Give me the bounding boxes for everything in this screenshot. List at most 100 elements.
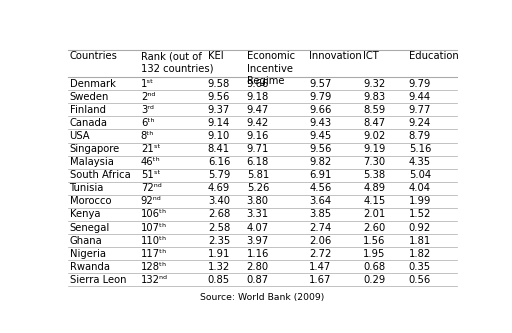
Text: 8.41: 8.41 — [208, 144, 230, 154]
Text: 9.79: 9.79 — [409, 79, 431, 89]
Text: 9.66: 9.66 — [309, 105, 332, 115]
Text: 51ˢᵗ: 51ˢᵗ — [141, 170, 160, 180]
Text: 5.79: 5.79 — [208, 170, 230, 180]
Text: 9.45: 9.45 — [309, 131, 332, 141]
Text: 9.14: 9.14 — [208, 118, 230, 128]
Text: 0.56: 0.56 — [409, 275, 431, 285]
Text: Senegal: Senegal — [70, 222, 110, 232]
Text: 5.38: 5.38 — [364, 170, 386, 180]
Text: Canada: Canada — [70, 118, 108, 128]
Text: 128ᵗʰ: 128ᵗʰ — [141, 262, 167, 272]
Text: 9.66: 9.66 — [247, 79, 269, 89]
Text: 2.68: 2.68 — [208, 209, 230, 219]
Text: 8.59: 8.59 — [364, 105, 386, 115]
Text: 1.81: 1.81 — [409, 236, 431, 246]
Text: 2ⁿᵈ: 2ⁿᵈ — [141, 92, 155, 102]
Text: Ghana: Ghana — [70, 236, 102, 246]
Text: Morocco: Morocco — [70, 196, 111, 206]
Text: 9.44: 9.44 — [409, 92, 431, 102]
Text: 6.18: 6.18 — [247, 157, 269, 167]
Text: 4.56: 4.56 — [309, 183, 332, 193]
Text: 1.56: 1.56 — [364, 236, 386, 246]
Text: 9.18: 9.18 — [247, 92, 269, 102]
Text: 2.58: 2.58 — [208, 222, 230, 232]
Text: 21ˢᵗ: 21ˢᵗ — [141, 144, 160, 154]
Text: 4.89: 4.89 — [364, 183, 386, 193]
Text: 132ⁿᵈ: 132ⁿᵈ — [141, 275, 168, 285]
Text: 9.43: 9.43 — [309, 118, 331, 128]
Text: 9.56: 9.56 — [309, 144, 332, 154]
Text: 5.81: 5.81 — [247, 170, 269, 180]
Text: 8.47: 8.47 — [364, 118, 386, 128]
Text: 0.85: 0.85 — [208, 275, 230, 285]
Text: 9.82: 9.82 — [309, 157, 332, 167]
Text: Source: World Bank (2009): Source: World Bank (2009) — [200, 293, 325, 302]
Text: Finland: Finland — [70, 105, 105, 115]
Text: Malaysia: Malaysia — [70, 157, 114, 167]
Text: 0.68: 0.68 — [364, 262, 386, 272]
Text: USA: USA — [70, 131, 90, 141]
Text: Economic
Incentive
Regime: Economic Incentive Regime — [247, 51, 295, 86]
Text: 3.80: 3.80 — [247, 196, 269, 206]
Text: 8ᵗʰ: 8ᵗʰ — [141, 131, 154, 141]
Text: 9.83: 9.83 — [364, 92, 386, 102]
Text: 1ˢᵗ: 1ˢᵗ — [141, 79, 154, 89]
Text: 3.85: 3.85 — [309, 209, 331, 219]
Text: 106ᵗʰ: 106ᵗʰ — [141, 209, 167, 219]
Text: 2.72: 2.72 — [309, 249, 332, 259]
Text: 2.01: 2.01 — [364, 209, 386, 219]
Text: 1.91: 1.91 — [208, 249, 230, 259]
Text: 6.16: 6.16 — [208, 157, 230, 167]
Text: 9.77: 9.77 — [409, 105, 431, 115]
Text: Rwanda: Rwanda — [70, 262, 110, 272]
Text: 9.79: 9.79 — [309, 92, 332, 102]
Text: 72ⁿᵈ: 72ⁿᵈ — [141, 183, 162, 193]
Text: 1.32: 1.32 — [208, 262, 230, 272]
Text: 9.71: 9.71 — [247, 144, 269, 154]
Text: Denmark: Denmark — [70, 79, 115, 89]
Text: 2.06: 2.06 — [309, 236, 332, 246]
Text: 1.82: 1.82 — [409, 249, 431, 259]
Text: 9.58: 9.58 — [208, 79, 230, 89]
Text: 9.57: 9.57 — [309, 79, 332, 89]
Text: 4.15: 4.15 — [364, 196, 386, 206]
Text: 1.16: 1.16 — [247, 249, 269, 259]
Text: 0.29: 0.29 — [364, 275, 386, 285]
Text: 0.87: 0.87 — [247, 275, 269, 285]
Text: 4.07: 4.07 — [247, 222, 269, 232]
Text: Singapore: Singapore — [70, 144, 120, 154]
Text: Kenya: Kenya — [70, 209, 100, 219]
Text: Education: Education — [409, 51, 458, 61]
Text: 110ᵗʰ: 110ᵗʰ — [141, 236, 167, 246]
Text: Sweden: Sweden — [70, 92, 109, 102]
Text: 1.47: 1.47 — [309, 262, 332, 272]
Text: 4.69: 4.69 — [208, 183, 230, 193]
Text: 9.16: 9.16 — [247, 131, 269, 141]
Text: 46ᵗʰ: 46ᵗʰ — [141, 157, 161, 167]
Text: 1.95: 1.95 — [364, 249, 386, 259]
Text: 4.35: 4.35 — [409, 157, 431, 167]
Text: 5.04: 5.04 — [409, 170, 431, 180]
Text: Nigeria: Nigeria — [70, 249, 105, 259]
Text: Rank (out of
132 countries): Rank (out of 132 countries) — [141, 51, 214, 74]
Text: 9.19: 9.19 — [364, 144, 386, 154]
Text: 9.02: 9.02 — [364, 131, 386, 141]
Text: ICT: ICT — [364, 51, 379, 61]
Text: Sierra Leon: Sierra Leon — [70, 275, 126, 285]
Text: 9.24: 9.24 — [409, 118, 431, 128]
Text: 5.16: 5.16 — [409, 144, 431, 154]
Text: 2.60: 2.60 — [364, 222, 386, 232]
Text: 8.79: 8.79 — [409, 131, 431, 141]
Text: 9.42: 9.42 — [247, 118, 269, 128]
Text: 3.40: 3.40 — [208, 196, 230, 206]
Text: 9.37: 9.37 — [208, 105, 230, 115]
Text: 9.56: 9.56 — [208, 92, 230, 102]
Text: 7.30: 7.30 — [364, 157, 386, 167]
Text: 4.04: 4.04 — [409, 183, 431, 193]
Text: 1.52: 1.52 — [409, 209, 431, 219]
Text: 1.67: 1.67 — [309, 275, 332, 285]
Text: 6.91: 6.91 — [309, 170, 332, 180]
Text: 3ʳᵈ: 3ʳᵈ — [141, 105, 154, 115]
Text: 5.26: 5.26 — [247, 183, 269, 193]
Text: 3.97: 3.97 — [247, 236, 269, 246]
